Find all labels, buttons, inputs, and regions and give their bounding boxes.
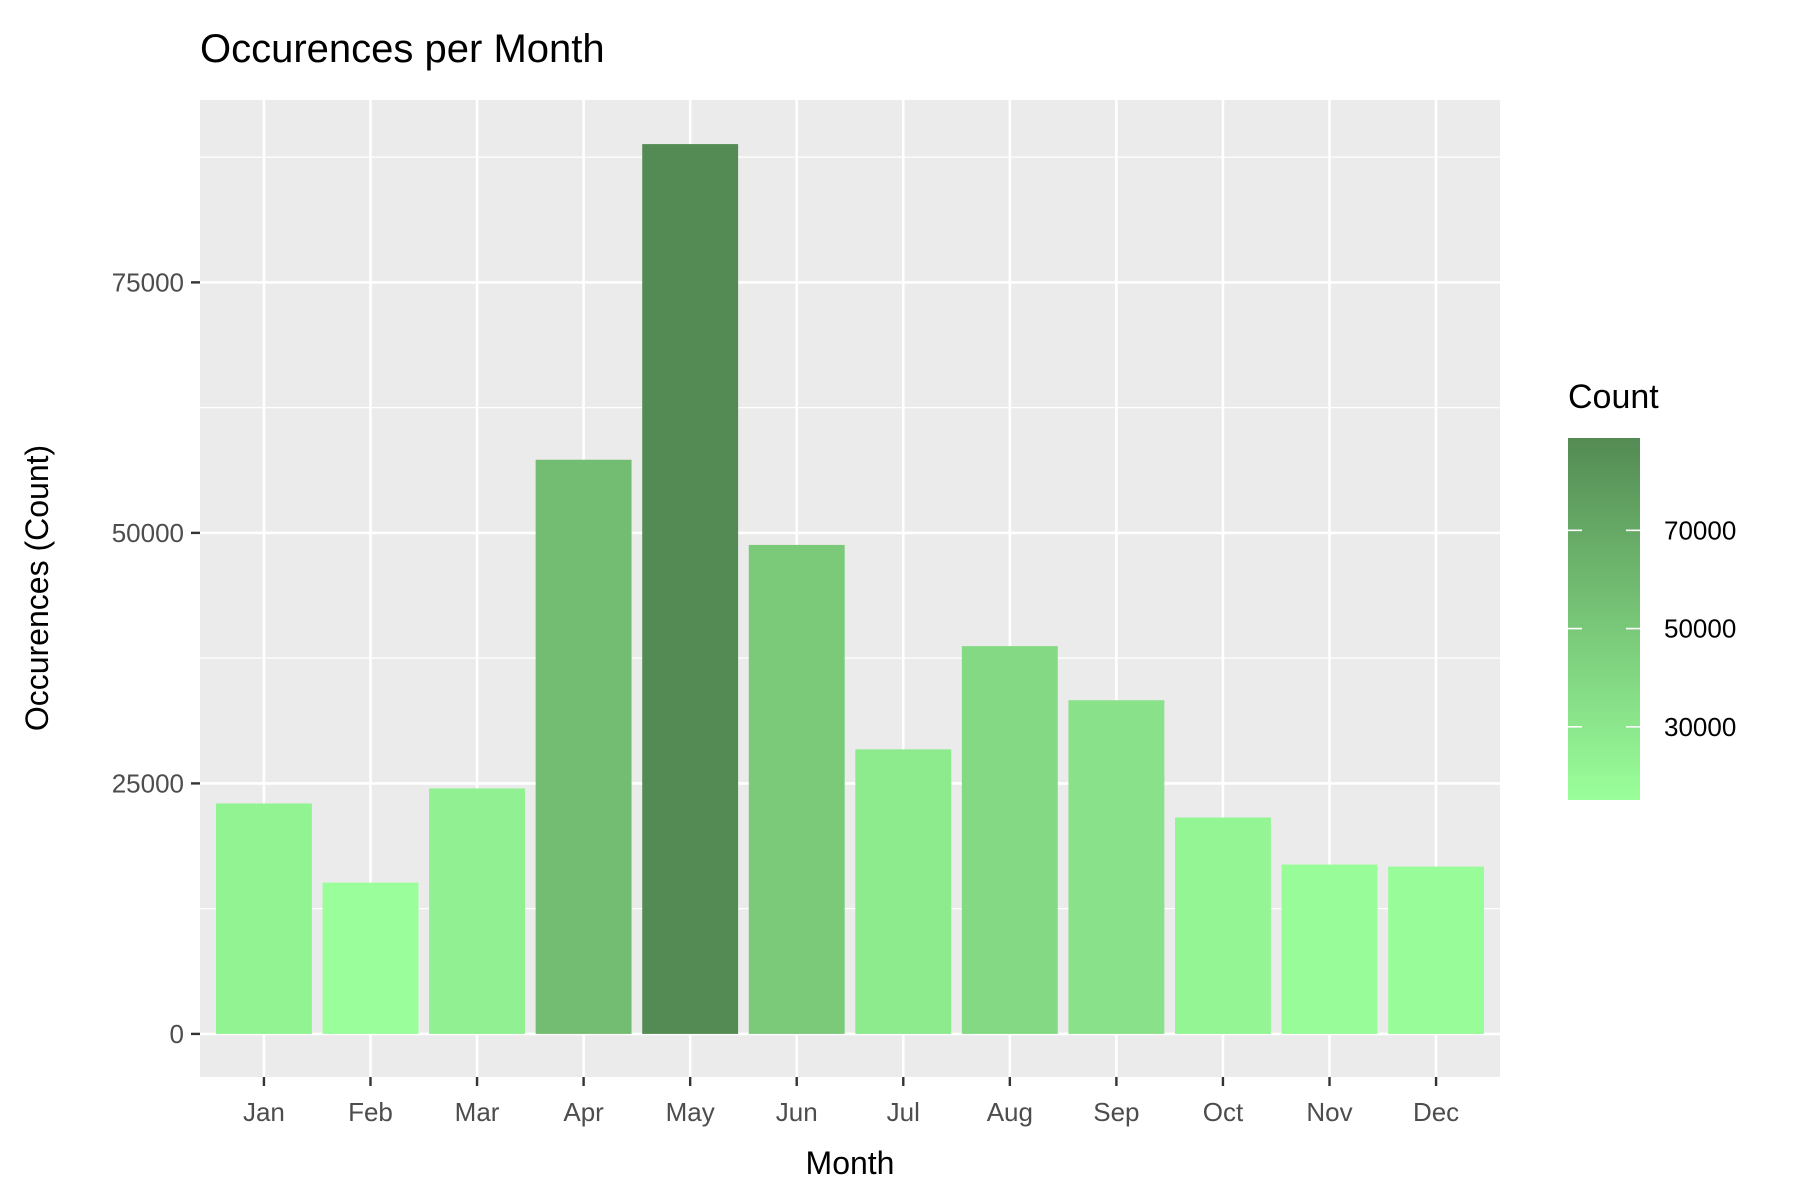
chart-title: Occurences per Month bbox=[200, 27, 605, 71]
legend-colorbar bbox=[1568, 438, 1640, 800]
x-tick-label: Oct bbox=[1203, 1097, 1244, 1127]
x-axis-title: Month bbox=[806, 1145, 895, 1181]
bars bbox=[215, 144, 1485, 1034]
x-tick-label: Jun bbox=[776, 1097, 818, 1127]
x-tick-label: Jan bbox=[243, 1097, 285, 1127]
x-tick-label: May bbox=[666, 1097, 715, 1127]
bar-nov bbox=[1281, 864, 1378, 1034]
bar-apr bbox=[535, 459, 632, 1034]
x-tick-label: Feb bbox=[348, 1097, 393, 1127]
x-tick-label: Aug bbox=[987, 1097, 1033, 1127]
y-axis-title: Occurences (Count) bbox=[19, 445, 55, 731]
y-tick-label: 25000 bbox=[112, 768, 184, 798]
bar-aug bbox=[961, 646, 1058, 1034]
x-tick-label: Apr bbox=[563, 1097, 604, 1127]
axes: 0 25000 50000 75000 Jan Feb Mar Apr May Jun Jul Aug… bbox=[112, 267, 1460, 1127]
x-tick-label: Dec bbox=[1413, 1097, 1459, 1127]
color-legend: Count 30000 50000 70000 bbox=[1568, 378, 1736, 800]
legend-ticks: 30000 50000 70000 bbox=[1568, 515, 1736, 742]
bar-jun bbox=[748, 544, 845, 1034]
bar-feb bbox=[322, 882, 419, 1034]
x-tick-label: Mar bbox=[455, 1097, 500, 1127]
bar-sep bbox=[1068, 700, 1165, 1034]
bar-oct bbox=[1175, 817, 1271, 1034]
bar-jul bbox=[855, 749, 952, 1034]
legend-tick-label: 70000 bbox=[1664, 515, 1736, 545]
bar-dec bbox=[1388, 866, 1485, 1034]
bar-mar bbox=[429, 788, 525, 1034]
legend-title: Count bbox=[1568, 378, 1659, 416]
y-tick-label: 75000 bbox=[112, 267, 184, 297]
x-tick-label: Jul bbox=[887, 1097, 920, 1127]
bar-may bbox=[642, 144, 739, 1034]
x-tick-label: Sep bbox=[1093, 1097, 1139, 1127]
x-tick-label: Nov bbox=[1306, 1097, 1352, 1127]
legend-tick-label: 50000 bbox=[1664, 614, 1736, 644]
y-tick-label: 0 bbox=[170, 1019, 184, 1049]
legend-tick-label: 30000 bbox=[1664, 712, 1736, 742]
y-tick-label: 50000 bbox=[112, 518, 184, 548]
bar-jan bbox=[215, 803, 312, 1034]
